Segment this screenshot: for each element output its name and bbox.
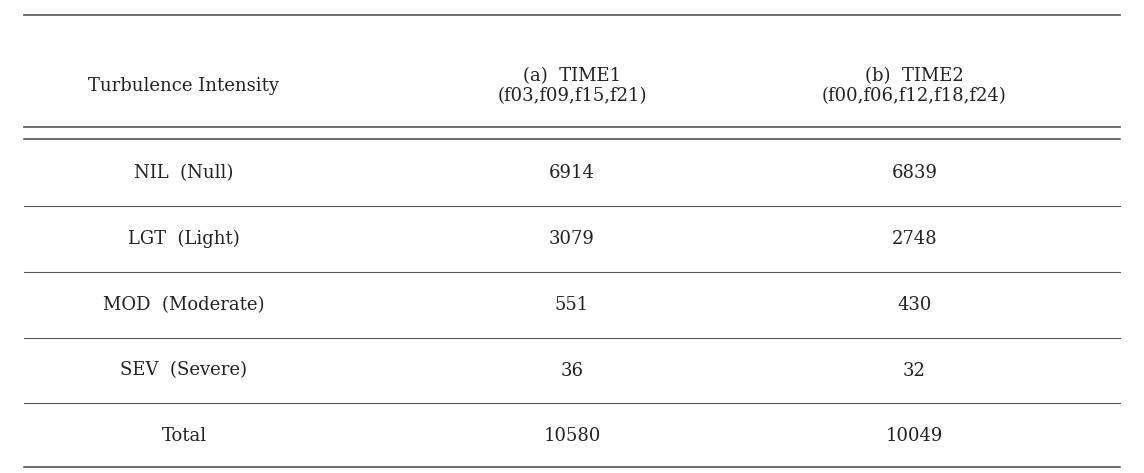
Text: NIL  (Null): NIL (Null) — [134, 164, 233, 182]
Text: (a)  TIME1
(f03,f09,f15,f21): (a) TIME1 (f03,f09,f15,f21) — [498, 67, 646, 105]
Text: 430: 430 — [897, 296, 931, 314]
Text: 6839: 6839 — [891, 164, 937, 182]
Text: Total: Total — [161, 427, 207, 446]
Text: 551: 551 — [555, 296, 589, 314]
Text: SEV  (Severe): SEV (Severe) — [120, 361, 247, 379]
Text: 10049: 10049 — [885, 427, 943, 446]
Text: 32: 32 — [903, 361, 925, 379]
Text: LGT  (Light): LGT (Light) — [128, 230, 240, 248]
Text: Turbulence Intensity: Turbulence Intensity — [88, 77, 279, 95]
Text: 3079: 3079 — [549, 230, 595, 248]
Text: MOD  (Moderate): MOD (Moderate) — [103, 296, 264, 314]
Text: 2748: 2748 — [891, 230, 937, 248]
Text: 36: 36 — [561, 361, 583, 379]
Text: 10580: 10580 — [543, 427, 601, 446]
Text: (b)  TIME2
(f00,f06,f12,f18,f24): (b) TIME2 (f00,f06,f12,f18,f24) — [823, 67, 1007, 105]
Text: 6914: 6914 — [549, 164, 595, 182]
